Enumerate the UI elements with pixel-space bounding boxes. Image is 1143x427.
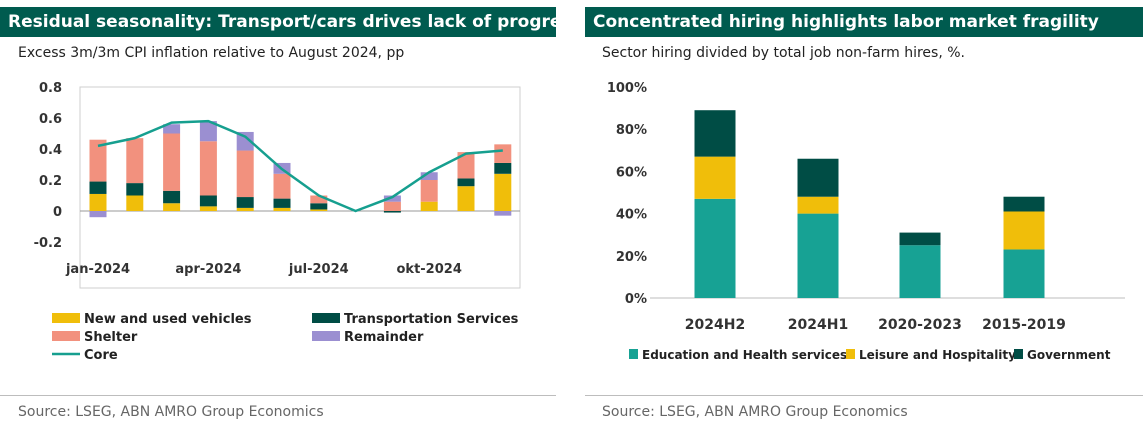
bar-segment bbox=[273, 207, 291, 211]
bar-segment bbox=[163, 124, 181, 134]
y-tick-label: 80% bbox=[616, 123, 647, 138]
bar-segment bbox=[89, 181, 107, 194]
bar-segment bbox=[163, 203, 181, 211]
bar-segment bbox=[797, 158, 839, 197]
legend-swatch bbox=[312, 331, 340, 341]
legend-swatch bbox=[1014, 349, 1023, 359]
bar-segment bbox=[273, 173, 291, 199]
legend-label: Transportation Services bbox=[344, 312, 519, 327]
bar-segment bbox=[494, 211, 512, 216]
y-tick-label: 20% bbox=[616, 250, 647, 265]
bar-segment bbox=[273, 198, 291, 208]
bar-segment bbox=[797, 213, 839, 298]
legend-swatch bbox=[629, 349, 638, 359]
bar-segment bbox=[383, 201, 401, 211]
left-chart-title: Residual seasonality: Transport/cars dri… bbox=[0, 7, 556, 37]
y-tick-label: -0.2 bbox=[34, 236, 62, 251]
bar-segment bbox=[797, 196, 839, 214]
bar-segment bbox=[126, 195, 144, 211]
bar-segment bbox=[420, 201, 438, 211]
y-tick-label: 100% bbox=[607, 81, 647, 96]
bar-segment bbox=[89, 211, 107, 218]
left-chart-subtitle: Excess 3m/3m CPI inflation relative to A… bbox=[18, 45, 405, 61]
bar-segment bbox=[899, 232, 941, 246]
bar-segment bbox=[383, 195, 401, 202]
bar-segment bbox=[126, 183, 144, 196]
left-source-text: Source: LSEG, ABN AMRO Group Economics bbox=[18, 404, 324, 420]
bar-segment bbox=[199, 141, 217, 196]
right-source-divider bbox=[585, 395, 1143, 396]
bar-segment bbox=[494, 173, 512, 211]
x-tick-label: okt-2024 bbox=[397, 262, 462, 277]
bar-segment bbox=[89, 139, 107, 182]
bar-segment bbox=[494, 144, 512, 163]
legend-label: Leisure and Hospitality bbox=[859, 348, 1016, 362]
legend-swatch bbox=[846, 349, 855, 359]
bar-segment bbox=[126, 138, 144, 184]
bar-segment bbox=[236, 197, 254, 208]
bar-segment bbox=[694, 156, 736, 199]
legend-swatch bbox=[52, 331, 80, 341]
bar-segment bbox=[694, 110, 736, 157]
legend-label: Shelter bbox=[84, 330, 138, 345]
bar-segment bbox=[199, 206, 217, 211]
x-tick-label: jul-2024 bbox=[288, 262, 349, 277]
x-tick-label: 2015-2019 bbox=[982, 317, 1066, 333]
bar-segment bbox=[383, 211, 401, 213]
right-chart-subtitle: Sector hiring divided by total job non-f… bbox=[602, 45, 965, 61]
bar-segment bbox=[310, 195, 328, 204]
bar-segment bbox=[89, 193, 107, 211]
bar-segment bbox=[163, 190, 181, 204]
legend-label: Education and Health services bbox=[642, 348, 847, 362]
bar-segment bbox=[163, 133, 181, 191]
bar-segment bbox=[236, 131, 254, 151]
y-tick-label: 0% bbox=[625, 292, 647, 307]
left-chart-panel: Residual seasonality: Transport/cars dri… bbox=[0, 0, 556, 427]
legend-swatch bbox=[52, 313, 80, 323]
bar-segment bbox=[310, 203, 328, 210]
bar-segment bbox=[457, 152, 475, 179]
y-tick-label: 40% bbox=[616, 208, 647, 223]
y-tick-label: 0.6 bbox=[39, 112, 62, 127]
y-tick-label: 60% bbox=[616, 165, 647, 180]
bar-segment bbox=[236, 150, 254, 198]
bar-segment bbox=[420, 180, 438, 202]
y-tick-label: 0.8 bbox=[39, 81, 62, 96]
bar-segment bbox=[199, 121, 217, 142]
legend-label: Government bbox=[1027, 348, 1111, 362]
core-line bbox=[97, 119, 503, 213]
bar-segment bbox=[1003, 196, 1045, 212]
left-source-divider bbox=[0, 395, 556, 396]
legend-swatch bbox=[312, 313, 340, 323]
bar-segment bbox=[310, 209, 328, 211]
hiring-chart: 100% 80% 60% 40% 20% 0% 2024H2 2024H1 2020-2023 2… bbox=[607, 81, 1125, 362]
bar-segment bbox=[1003, 211, 1045, 250]
bar-segment bbox=[457, 178, 475, 187]
bar-segment bbox=[199, 195, 217, 207]
x-tick-label: apr-2024 bbox=[175, 262, 241, 277]
bar-segment bbox=[694, 198, 736, 298]
bar-segment bbox=[236, 207, 254, 211]
x-tick-label: jan-2024 bbox=[65, 262, 130, 277]
plot-frame bbox=[79, 86, 521, 289]
bar-segment bbox=[494, 162, 512, 174]
bar-segment bbox=[899, 245, 941, 298]
x-tick-label: 2024H1 bbox=[788, 317, 848, 333]
legend-label: Remainder bbox=[344, 330, 424, 345]
right-chart-panel: Concentrated hiring highlights labor mar… bbox=[585, 0, 1143, 427]
y-tick-label: 0.2 bbox=[39, 174, 62, 189]
bar-segment bbox=[420, 172, 438, 180]
bar-segment bbox=[457, 186, 475, 211]
x-tick-label: 2024H2 bbox=[685, 317, 745, 333]
legend-label: Core bbox=[84, 348, 118, 363]
x-tick-label: 2020-2023 bbox=[878, 317, 962, 333]
bar-segment bbox=[1003, 249, 1045, 298]
y-tick-label: 0 bbox=[53, 205, 62, 220]
right-source-text: Source: LSEG, ABN AMRO Group Economics bbox=[602, 404, 908, 420]
legend-label: New and used vehicles bbox=[84, 312, 252, 327]
right-chart-title: Concentrated hiring highlights labor mar… bbox=[585, 7, 1143, 37]
y-tick-label: 0.4 bbox=[39, 143, 62, 158]
